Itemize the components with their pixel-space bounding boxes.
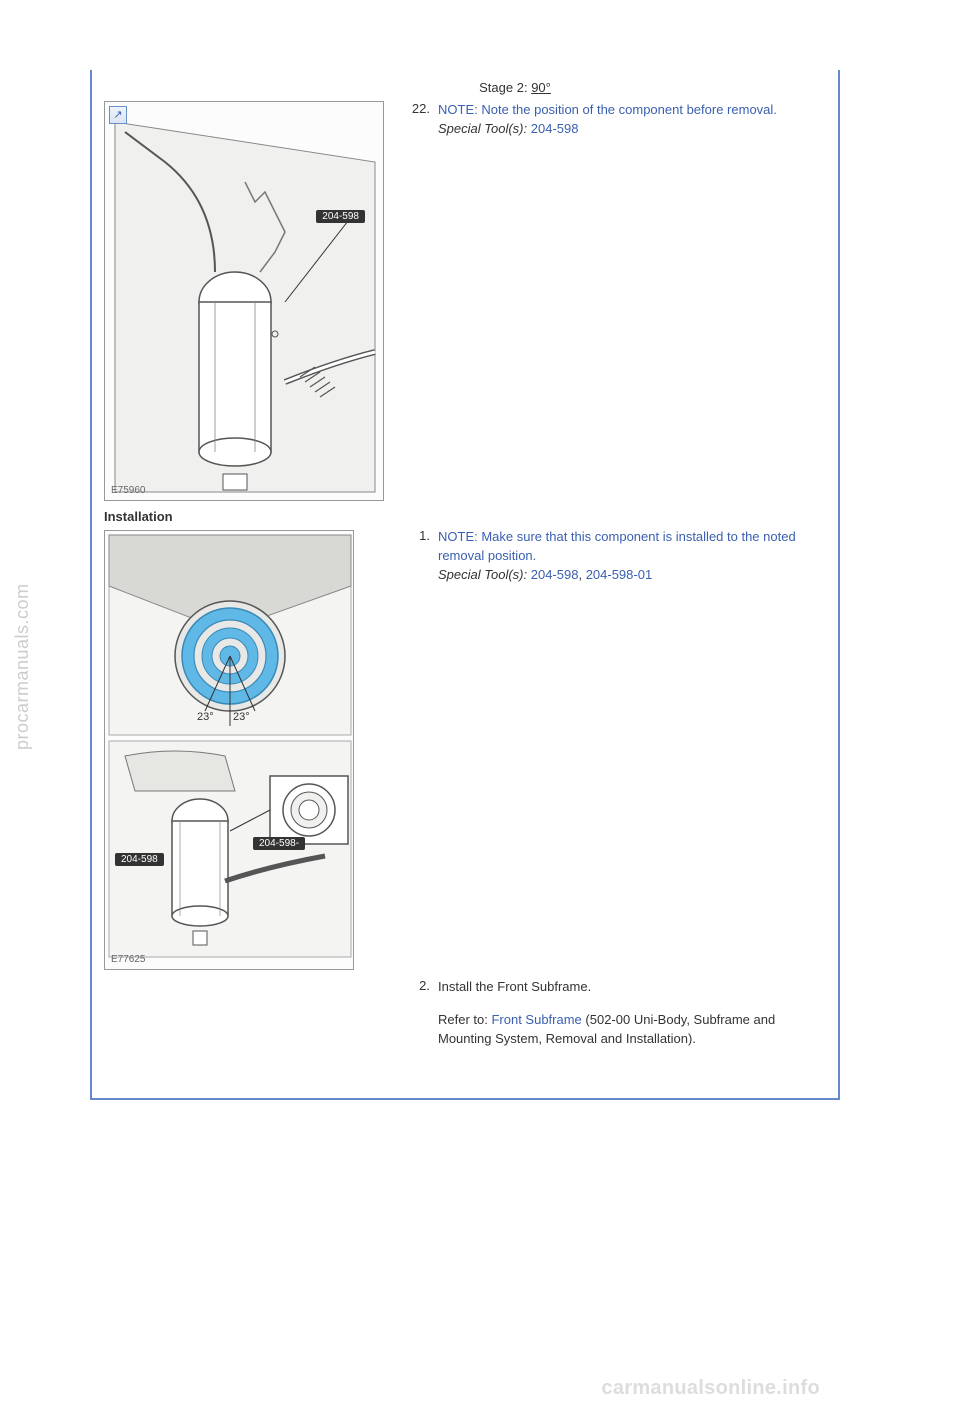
step1-tool-label: Special Tool(s):: [438, 567, 531, 582]
stage-value: 90°: [531, 80, 551, 95]
step2-text: Install the Front Subframe.: [438, 979, 591, 994]
step1-number: 1.: [402, 528, 438, 585]
stage-line: Stage 2: 90°: [204, 80, 826, 95]
diagram2-svg: [105, 531, 354, 970]
step1-tool-link1[interactable]: 204-598: [531, 567, 579, 582]
step2-refer-link[interactable]: Front Subframe: [491, 1012, 581, 1027]
diagram-removal: ↗: [104, 101, 384, 501]
step-22: 22. NOTE: Note the position of the compo…: [402, 101, 826, 139]
step1-tool-sep: ,: [578, 567, 585, 582]
step2-column: 2. Install the Front Subframe. Refer to:…: [394, 978, 826, 1057]
step1-column: 1. NOTE: Make sure that this component i…: [394, 528, 826, 970]
footer-watermark: carmanualsonline.info: [601, 1377, 820, 1400]
diagram2-angle-right: 23°: [233, 711, 250, 723]
diagram1-column: ↗: [104, 101, 394, 501]
step1-tool-link2[interactable]: 204-598-01: [586, 567, 653, 582]
step22-note: NOTE: Note the position of the component…: [438, 102, 777, 117]
row-step1: 23° 23° 204-598 204-598- E77625 1. NOTE:…: [104, 528, 826, 970]
step1-note: NOTE: Make sure that this component is i…: [438, 529, 796, 563]
step1-body: NOTE: Make sure that this component is i…: [438, 528, 826, 585]
diagram1-svg: [105, 102, 384, 501]
step2-spacer: [104, 978, 394, 1057]
row-step22: ↗: [104, 101, 826, 501]
page-content: Stage 2: 90° ↗: [90, 70, 840, 1100]
row-step2: 2. Install the Front Subframe. Refer to:…: [104, 978, 826, 1057]
installation-heading: Installation: [104, 509, 826, 524]
step22-tool-link[interactable]: 204-598: [531, 121, 579, 136]
side-watermark: procarmanuals.com: [12, 583, 33, 750]
maximize-icon[interactable]: ↗: [109, 106, 127, 124]
step22-body: NOTE: Note the position of the component…: [438, 101, 826, 139]
diagram-installation: 23° 23° 204-598 204-598- E77625: [104, 530, 354, 970]
diagram2-tool-label-left: 204-598: [115, 853, 164, 866]
step22-column: 22. NOTE: Note the position of the compo…: [394, 101, 826, 501]
step-1: 1. NOTE: Make sure that this component i…: [402, 528, 826, 585]
diagram2-id: E77625: [111, 954, 145, 965]
step22-tool-label: Special Tool(s):: [438, 121, 531, 136]
step2-refer-prefix: Refer to:: [438, 1012, 491, 1027]
step2-body: Install the Front Subframe. Refer to: Fr…: [438, 978, 826, 1049]
diagram1-id: E75960: [111, 485, 145, 496]
diagram2-column: 23° 23° 204-598 204-598- E77625: [104, 528, 394, 970]
step2-number: 2.: [402, 978, 438, 1049]
stage-prefix: Stage 2:: [479, 80, 531, 95]
step22-number: 22.: [402, 101, 438, 139]
step-2: 2. Install the Front Subframe. Refer to:…: [402, 978, 826, 1049]
diagram2-angle-left: 23°: [197, 711, 214, 723]
diagram2-tool-label-right: 204-598-: [253, 837, 305, 850]
diagram1-tool-label: 204-598: [316, 210, 365, 223]
